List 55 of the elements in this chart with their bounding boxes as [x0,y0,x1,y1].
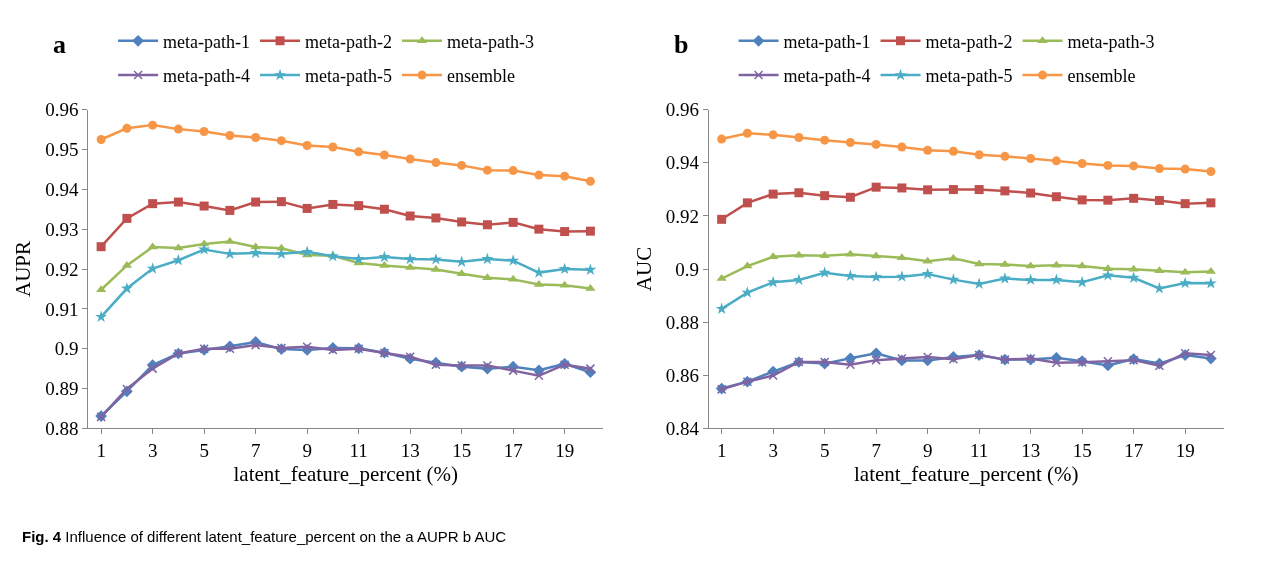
legend-label: meta-path-4 [783,66,871,87]
y-tick-label: 0.84 [665,418,700,440]
x-tick-label: 3 [768,440,778,462]
x-tick-label: 13 [1021,440,1041,462]
chart-title: a [53,30,66,59]
x-tick-label: 7 [871,440,881,462]
x-tick-label: 1 [716,440,727,462]
y-axis-title: AUC [631,246,656,292]
y-tick-label: 0.92 [665,205,699,227]
x-tick-label: 1 [96,440,106,462]
chart-title: b [674,30,689,59]
y-tick-label: 0.93 [45,218,79,240]
legend-label: meta-path-2 [305,31,393,52]
x-tick-label: 13 [400,440,420,462]
x-tick-label: 17 [503,440,523,462]
legend-label: meta-path-5 [305,66,393,87]
x-tick-label: 9 [922,440,933,462]
y-tick-label: 0.9 [675,258,699,280]
legend-label: meta-path-3 [447,31,534,52]
legend-label: meta-path-4 [163,66,251,87]
legend-label: ensemble [1067,66,1136,87]
x-tick-label: 15 [452,440,472,462]
y-tick-label: 0.96 [665,99,699,121]
x-axis-title: latent_feature_percent (%) [233,462,458,487]
y-tick-label: 0.88 [665,311,699,333]
x-tick-label: 19 [1175,440,1195,462]
y-tick-label: 0.92 [45,258,79,280]
legend-label: ensemble [447,66,515,87]
legend-label: meta-path-1 [783,31,871,52]
y-tick-label: 0.95 [45,139,79,161]
y-tick-label: 0.89 [45,378,79,400]
y-axis-title: AUPR [11,240,36,298]
y-tick-label: 0.88 [45,418,79,440]
x-axis-title: latent_feature_percent (%) [854,462,1079,487]
x-tick-label: 3 [147,440,158,462]
x-tick-label: 11 [349,440,368,462]
y-tick-label: 0.94 [665,152,700,174]
y-tick-label: 0.9 [54,338,79,360]
legend-label: meta-path-3 [1067,31,1155,52]
y-tick-label: 0.96 [45,99,79,121]
x-tick-label: 19 [555,440,575,462]
x-tick-label: 5 [819,440,830,462]
x-tick-label: 9 [302,440,312,462]
x-tick-label: 17 [1124,440,1144,462]
caption: Fig. 4 Influence of different latent_feature_percent on the a AUPR b AUC [22,528,507,545]
y-tick-label: 0.94 [45,178,79,200]
x-tick-label: 5 [199,440,209,462]
x-tick-label: 11 [969,440,989,462]
legend-label: meta-path-2 [925,31,1013,52]
x-tick-label: 15 [1072,440,1092,462]
y-tick-label: 0.91 [45,298,79,320]
legend-label: meta-path-1 [163,31,251,52]
x-tick-label: 7 [250,440,261,462]
legend-label: meta-path-5 [925,66,1013,87]
y-tick-label: 0.86 [665,364,699,386]
